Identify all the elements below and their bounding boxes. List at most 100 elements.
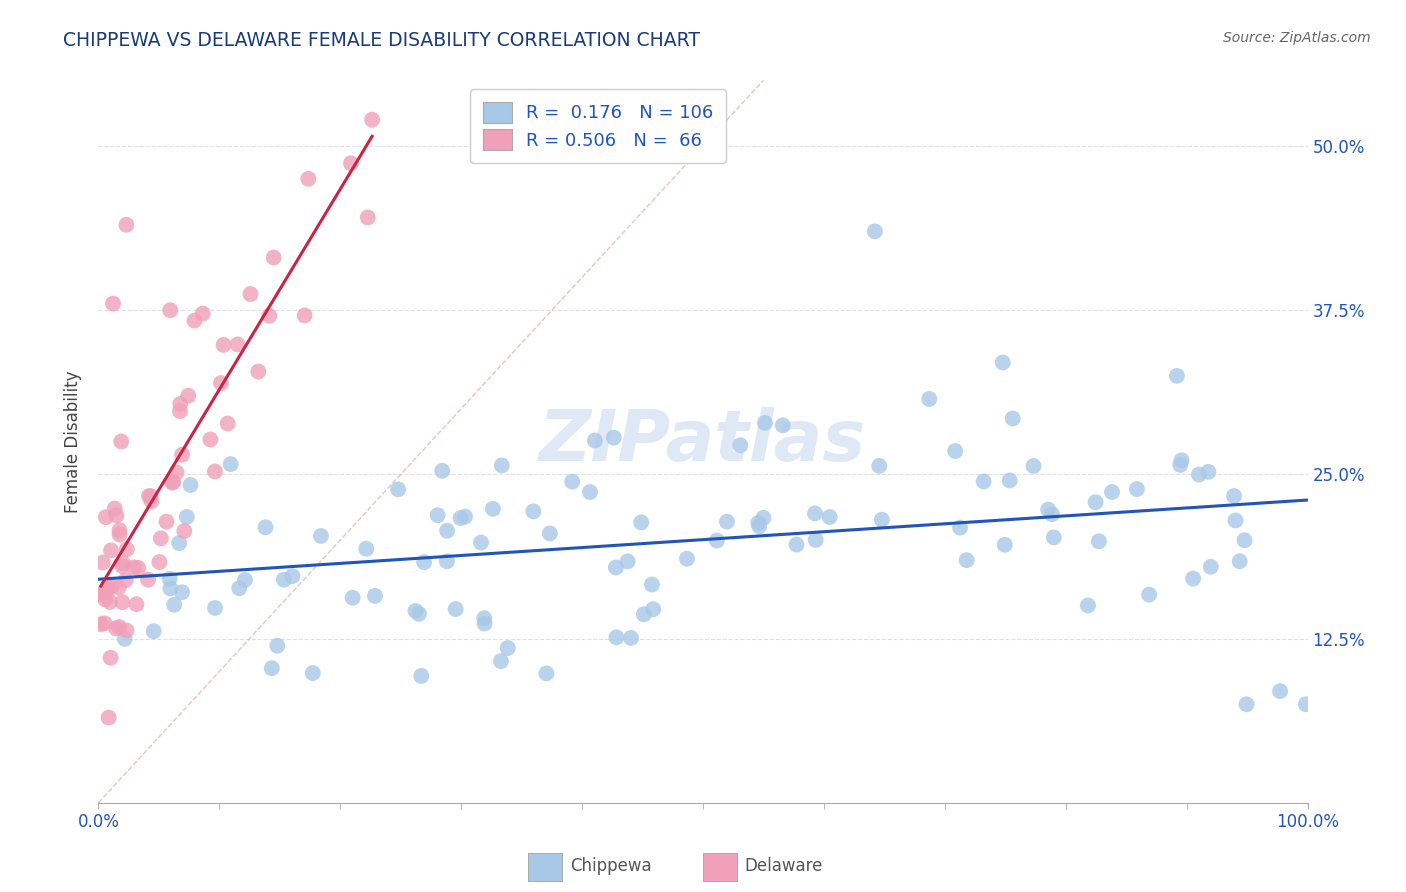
Point <box>101 296 124 310</box>
Point <box>973 475 995 489</box>
Point <box>125 597 148 611</box>
Point <box>356 541 378 556</box>
Point <box>408 607 430 621</box>
Point <box>994 538 1017 552</box>
Point <box>772 418 794 433</box>
Point <box>266 639 288 653</box>
Text: Delaware: Delaware <box>744 857 823 875</box>
Point <box>998 474 1021 488</box>
Point <box>496 641 519 656</box>
Point <box>166 466 188 480</box>
Point <box>228 581 250 595</box>
Point <box>91 556 114 570</box>
Point <box>97 710 120 724</box>
Point <box>1043 530 1066 544</box>
Point <box>1188 467 1211 482</box>
Point <box>93 586 115 600</box>
Point <box>273 573 295 587</box>
Point <box>170 585 193 599</box>
Point <box>105 508 128 523</box>
FancyBboxPatch shape <box>703 854 737 880</box>
Point <box>169 397 191 411</box>
Point <box>105 622 128 636</box>
Point <box>676 551 699 566</box>
Point <box>309 529 332 543</box>
Point <box>405 604 427 618</box>
Point <box>436 524 458 538</box>
Point <box>179 478 201 492</box>
Point <box>96 584 118 599</box>
Point <box>94 592 117 607</box>
Point <box>411 669 433 683</box>
Point <box>127 561 149 575</box>
Point <box>159 303 181 318</box>
Point <box>1197 465 1219 479</box>
Point <box>1236 698 1258 712</box>
Point <box>605 560 627 574</box>
Point <box>538 526 561 541</box>
Point <box>142 624 165 639</box>
Point <box>949 521 972 535</box>
Point <box>785 538 807 552</box>
Point <box>1001 411 1024 425</box>
Point <box>191 307 214 321</box>
Point <box>482 502 505 516</box>
Point <box>108 620 131 634</box>
Point <box>472 611 495 625</box>
Point <box>160 475 183 490</box>
Point <box>138 489 160 503</box>
Point <box>259 309 281 323</box>
Point <box>108 527 131 541</box>
Point <box>1137 588 1160 602</box>
Point <box>247 364 270 378</box>
Point <box>172 448 194 462</box>
Point <box>281 569 304 583</box>
Point <box>219 457 242 471</box>
Point <box>583 434 606 448</box>
Point <box>111 559 134 574</box>
Y-axis label: Female Disability: Female Disability <box>65 370 83 513</box>
Point <box>444 602 467 616</box>
Point <box>1168 458 1191 472</box>
Point <box>450 511 472 525</box>
Point <box>155 515 177 529</box>
Point <box>361 112 384 127</box>
Point <box>94 510 117 524</box>
Point <box>159 582 181 596</box>
Point <box>491 458 513 473</box>
Point <box>1170 453 1192 467</box>
Point <box>748 519 770 533</box>
Point <box>633 607 655 622</box>
Point <box>804 533 827 547</box>
Point <box>110 434 132 449</box>
Point <box>357 211 380 225</box>
Point <box>204 601 226 615</box>
Point <box>1040 507 1063 521</box>
Point <box>1295 698 1317 712</box>
Point <box>162 475 184 490</box>
Point <box>1225 513 1247 527</box>
Point <box>413 555 436 569</box>
Point <box>436 554 458 568</box>
Point <box>1088 534 1111 549</box>
Point <box>100 543 122 558</box>
Point <box>432 464 454 478</box>
Point <box>167 536 190 550</box>
Point <box>254 520 277 534</box>
Point <box>260 661 283 675</box>
Point <box>233 573 256 587</box>
Point <box>136 573 159 587</box>
Point <box>340 156 363 170</box>
Point <box>730 438 752 452</box>
Point <box>122 560 145 574</box>
Point <box>111 595 134 609</box>
Point <box>169 404 191 418</box>
Point <box>100 579 122 593</box>
Point <box>1229 554 1251 568</box>
Point <box>630 516 652 530</box>
Point <box>200 433 222 447</box>
Point <box>804 507 827 521</box>
Text: Chippewa: Chippewa <box>569 857 651 875</box>
Point <box>1268 684 1291 698</box>
Point <box>1077 599 1099 613</box>
